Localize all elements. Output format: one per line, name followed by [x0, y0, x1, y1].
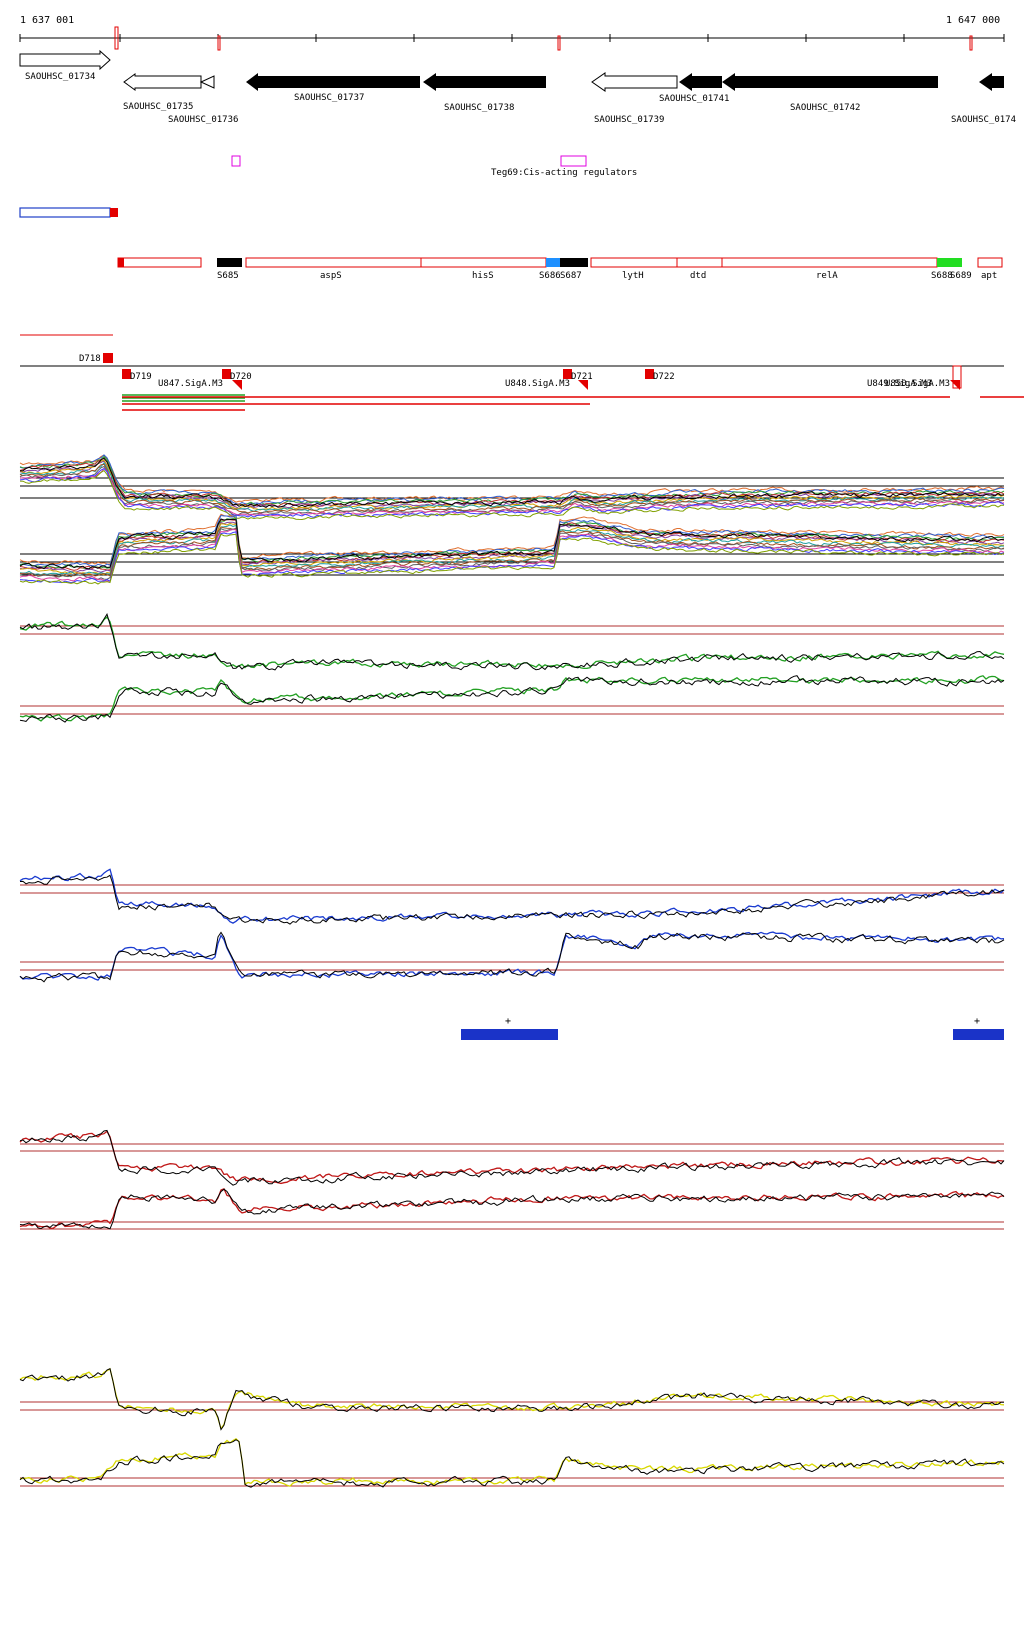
gene-label: SAOUHSC_01741	[659, 94, 729, 104]
feature-label: D720	[230, 372, 252, 382]
expression-trace	[19, 518, 1005, 571]
gene-arrow[interactable]	[591, 72, 678, 92]
expression-trace	[19, 874, 1005, 925]
multi-trace-track	[19, 454, 1005, 585]
gene-label: SAOUHSC_01738	[444, 103, 514, 113]
segment-track: S685 aspS hisS S686 S687 lytH dtd relA S…	[117, 257, 1003, 281]
coord-end: 1 647 000	[946, 15, 1000, 26]
plus-region-bar[interactable]	[953, 1029, 1004, 1040]
yellow-traces	[19, 1367, 1005, 1488]
gene-arrow[interactable]	[423, 73, 546, 91]
expression-trace	[19, 931, 1005, 983]
gene-label: SAOUHSC_01742	[790, 103, 860, 113]
expression-trace	[19, 522, 1004, 576]
expression-trace	[19, 868, 1005, 924]
expression-trace	[19, 462, 1005, 512]
expression-trace	[19, 463, 1005, 514]
gene-arrow[interactable]	[979, 73, 1004, 91]
gene-label: SAOUHSC_01735	[123, 102, 193, 112]
segment-label: S686	[539, 271, 561, 281]
gene-arrow[interactable]	[199, 75, 215, 89]
gene-label: SAOUHSC_0174	[951, 115, 1016, 125]
expression-trace	[19, 467, 1005, 517]
expression-trace	[19, 615, 1005, 670]
red-trace-track	[19, 1129, 1005, 1230]
gene-label: SAOUHSC_01734	[25, 72, 95, 82]
plus-region-track: + +	[461, 1016, 1004, 1040]
feature-track: D718 D719 D720 D721 D722 U847.SigA.M3 U8…	[20, 334, 1024, 411]
expression-trace	[19, 457, 1005, 508]
blue-trace-track	[19, 868, 1005, 983]
expression-trace	[19, 1437, 1005, 1487]
expression-trace	[19, 513, 1005, 565]
feature-label: D719	[130, 372, 152, 382]
yellow-trace-track	[19, 1367, 1005, 1488]
gene-label: SAOUHSC_01736	[168, 115, 238, 125]
expression-trace	[20, 514, 1005, 567]
segment-label: S688	[931, 271, 953, 281]
expression-trace	[19, 459, 1005, 511]
segment-label: aspS	[320, 271, 342, 281]
expression-trace	[19, 1367, 1005, 1431]
segment-label: S689	[950, 271, 972, 281]
expression-trace	[19, 454, 1005, 505]
multi-trace-bottom	[19, 513, 1005, 585]
regulator-label: Teg69:Cis-acting regulators	[491, 168, 637, 178]
green-traces	[19, 612, 1005, 723]
expression-trace	[19, 1129, 1005, 1186]
expression-trace	[19, 521, 1005, 573]
regulator-box[interactable]	[231, 155, 241, 167]
region-box[interactable]	[19, 207, 111, 218]
regulator-box[interactable]	[560, 155, 587, 167]
gene-label: SAOUHSC_01737	[294, 93, 364, 103]
expression-trace	[19, 467, 1005, 518]
feature-label: D722	[653, 372, 675, 382]
feature-label: U847.SigA.M3	[158, 379, 223, 389]
expression-trace	[19, 1439, 1005, 1488]
segment-label: dtd	[690, 271, 706, 281]
expression-trace	[19, 533, 1005, 585]
segment-label: relA	[816, 271, 838, 281]
red-traces	[19, 1129, 1005, 1230]
expression-trace	[19, 518, 1005, 570]
feature-label: D718	[79, 354, 101, 364]
blue-traces	[19, 868, 1005, 983]
feature-label: D721	[571, 372, 593, 382]
expression-trace	[19, 612, 1005, 671]
multi-trace-top	[19, 454, 1005, 521]
expression-trace	[19, 1368, 1005, 1431]
gene-track: SAOUHSC_01734 SAOUHSC_01735 SAOUHSC_0173…	[19, 49, 1016, 125]
expression-trace	[19, 531, 1005, 584]
feature-label: U849.SigA.M3	[867, 379, 932, 389]
expression-trace	[19, 528, 1005, 580]
segment-label: lytH	[622, 271, 644, 281]
gene-arrow[interactable]	[19, 49, 111, 71]
feature-label: U848.SigA.M3	[505, 379, 570, 389]
plus-region-bar[interactable]	[461, 1029, 558, 1040]
regulator-track: Teg69:Cis-acting regulators	[231, 155, 637, 178]
coordinate-ruler: 1 637 001 1 647 000	[19, 15, 1005, 51]
segment-label: S687	[560, 271, 582, 281]
feature-label: U850.SigA.M3	[885, 379, 950, 389]
plus-label: +	[505, 1016, 511, 1027]
green-trace-track	[19, 612, 1005, 723]
gene-arrow[interactable]	[246, 73, 420, 91]
expression-trace	[19, 469, 1004, 521]
segment-label: hisS	[472, 271, 494, 281]
expression-trace	[19, 675, 1005, 723]
expression-trace	[19, 1188, 1005, 1230]
expression-trace	[19, 526, 1005, 578]
gene-label: SAOUHSC_01739	[594, 115, 664, 125]
expression-trace	[19, 1130, 1005, 1185]
coord-start: 1 637 001	[20, 15, 74, 26]
gene-arrow[interactable]	[123, 73, 202, 91]
segment-label: S685	[217, 271, 239, 281]
gene-arrow[interactable]	[679, 73, 722, 91]
plus-label: +	[974, 1016, 980, 1027]
gene-arrow[interactable]	[722, 73, 938, 91]
blue-region-track	[19, 207, 118, 218]
segment-label: apt	[981, 271, 997, 281]
